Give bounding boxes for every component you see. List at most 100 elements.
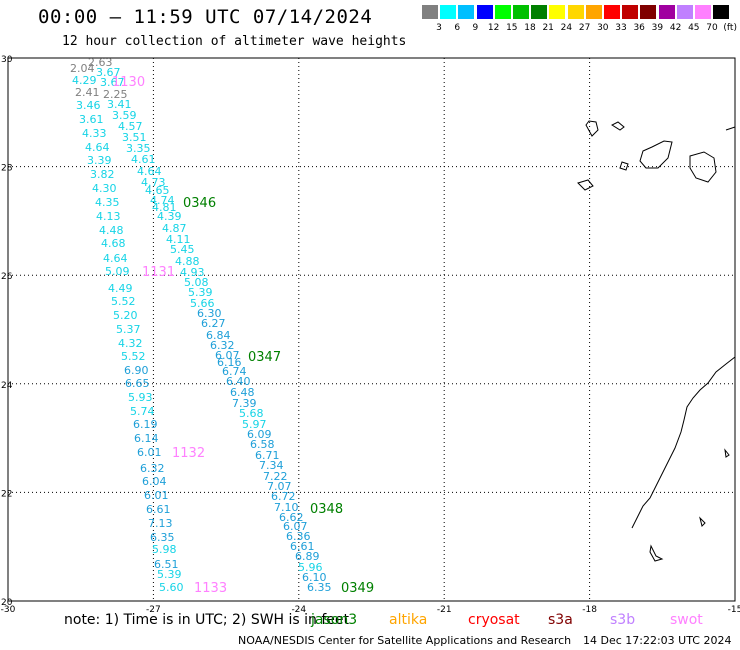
- colorbar-swatch: [531, 5, 548, 19]
- track-time-label: 1133: [194, 581, 227, 596]
- coastline: [610, 121, 625, 131]
- swh-value-label: 6.72: [271, 490, 296, 503]
- swh-value-label: 5.52: [121, 350, 146, 363]
- coastline: [724, 448, 730, 458]
- colorbar-label: 3: [436, 23, 442, 33]
- lon-tick-label: -30: [1, 605, 16, 615]
- track-time-label: 1132: [172, 446, 205, 461]
- track-time-label: 1130: [112, 75, 145, 90]
- swh-value-label: 3.41: [107, 98, 132, 111]
- colorbar-swatch: [440, 5, 457, 19]
- swh-value-label: 5.20: [113, 309, 138, 322]
- colorbar-label: 45: [688, 23, 700, 33]
- swh-value-label: 7.13: [148, 517, 173, 530]
- colorbar-swatch: [585, 5, 602, 19]
- swh-value-label: 6.36: [286, 530, 311, 543]
- swh-value-label: 6.61: [146, 503, 171, 516]
- credit-line: NOAA/NESDIS Center for Satellite Applica…: [238, 634, 572, 647]
- colorbar-swatch: [695, 5, 711, 19]
- colorbar-label: 70: [706, 23, 718, 33]
- swh-value-label: 5.66: [190, 297, 215, 310]
- lon-tick-label: -27: [146, 605, 161, 615]
- swh-value-label: 6.07: [215, 349, 240, 362]
- satellite-swot-label: swot: [670, 612, 703, 628]
- lat-tick-label: 22: [1, 489, 12, 499]
- colorbar-label: 6: [454, 23, 461, 33]
- swh-value-label: 6.30: [197, 307, 222, 320]
- swh-value-label: 4.30: [92, 182, 117, 195]
- swh-value-label: 6.65: [125, 377, 150, 390]
- satellite-cryosat-label: cryosat: [468, 612, 520, 628]
- swh-value-label: 6.35: [150, 531, 175, 544]
- swh-value-label: 6.27: [201, 317, 226, 330]
- swh-value-label: 5.39: [188, 286, 213, 299]
- swh-value-label: 3.67: [100, 76, 125, 89]
- swh-value-label: 4.88: [175, 255, 200, 268]
- swh-value-label: 2.04: [70, 62, 95, 75]
- swh-value-label: 5.39: [157, 568, 182, 581]
- swh-value-label: 5.96: [298, 561, 323, 574]
- swh-value-label: 6.58: [250, 438, 275, 451]
- swh-value-label: 4.33: [82, 127, 107, 140]
- colorbar-swatch: [494, 5, 511, 19]
- swh-value-label: 6.04: [142, 475, 167, 488]
- swh-value-label: 3.82: [90, 168, 115, 181]
- swh-value-label: 4.61: [131, 153, 156, 166]
- colorbar-label: 21: [542, 23, 554, 33]
- swh-value-label: 6.14: [134, 432, 159, 445]
- swh-value-label: 4.57: [118, 120, 143, 133]
- map-subtitle: 12 hour collection of altimeter wave hei…: [62, 34, 407, 49]
- swh-value-label: 6.40: [226, 375, 251, 388]
- swh-value-label: 5.52: [111, 295, 136, 308]
- swh-value-label: 2.41: [75, 86, 100, 99]
- swh-value-label: 6.84: [206, 329, 231, 342]
- swh-value-label: 6.09: [247, 428, 272, 441]
- colorbar-swatch: [658, 5, 675, 19]
- swh-value-label: 6.35: [307, 581, 332, 594]
- colorbar-label: 15: [506, 23, 518, 33]
- swh-value-label: 5.98: [152, 543, 177, 556]
- swh-value-label: 4.64: [85, 141, 110, 154]
- swh-value-label: 4.74: [150, 194, 175, 207]
- creation-timestamp: 14 Dec 17:22:03 UTC 2024: [583, 634, 732, 647]
- colorbar-label: 36: [633, 23, 645, 33]
- swh-value-label: 5.09: [105, 265, 130, 278]
- lon-tick-label: -21: [437, 605, 452, 615]
- swh-value-label: 6.32: [140, 462, 165, 475]
- track-time-label: 0348: [310, 502, 343, 517]
- colorbar-label: 24: [560, 23, 573, 33]
- satellite-jason3-label: jason3: [311, 612, 358, 628]
- colorbar-swatch: [476, 5, 493, 19]
- swh-value-label: 7.22: [263, 470, 288, 483]
- swh-value-label: 6.71: [255, 449, 280, 462]
- swh-value-label: 2.25: [103, 88, 128, 101]
- swh-value-label: 6.10: [302, 571, 327, 584]
- swh-value-label: 6.01: [137, 446, 162, 459]
- swh-value-label: 7.10: [274, 501, 299, 514]
- satellite-altika-label: altika: [389, 612, 428, 628]
- lon-tick-label: -18: [582, 605, 597, 615]
- track-time-label: 0347: [248, 350, 281, 365]
- colorbar-swatch: [604, 5, 620, 19]
- colorbar-swatch: [713, 5, 730, 19]
- colorbar-swatch: [640, 5, 657, 19]
- lon-tick-label: -24: [291, 605, 306, 615]
- lat-tick-label: 28: [1, 164, 13, 174]
- lat-tick-label: 24: [1, 381, 13, 391]
- swh-value-label: 5.45: [170, 243, 195, 256]
- swh-value-label: 2.63: [88, 56, 113, 69]
- swh-value-label: 3.61: [79, 113, 104, 126]
- swh-value-label: 5.68: [239, 407, 264, 420]
- colorbar-swatch: [567, 5, 584, 19]
- swh-value-label: 3.59: [112, 109, 137, 122]
- swh-value-label: 3.39: [87, 154, 112, 167]
- map-frame: [7, 57, 736, 602]
- swh-value-label: 4.35: [95, 196, 120, 209]
- swh-value-label: 5.60: [159, 581, 184, 594]
- colorbar-label: 39: [651, 23, 664, 33]
- coastline: [639, 140, 673, 169]
- swh-value-label: 5.97: [242, 418, 267, 431]
- swh-value-label: 4.48: [99, 224, 124, 237]
- swh-value-label: 5.93: [128, 391, 153, 404]
- coastline: [699, 516, 706, 527]
